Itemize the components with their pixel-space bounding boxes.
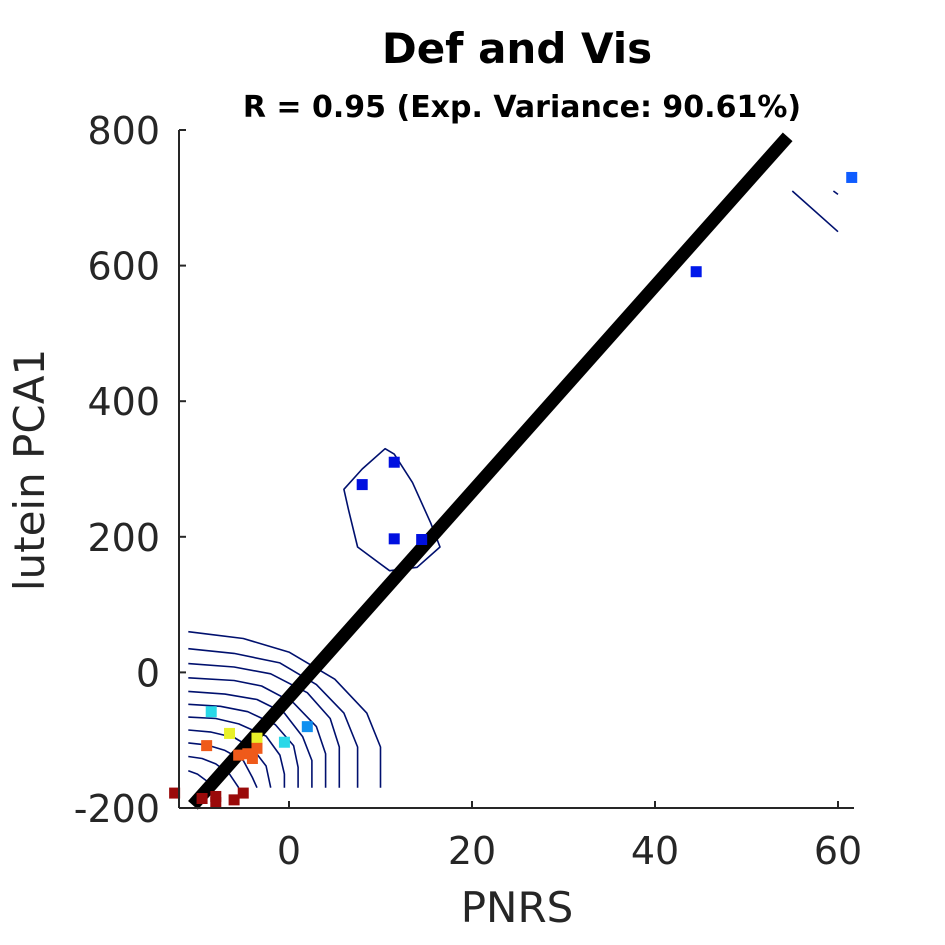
chart-title: Def and Vis: [382, 24, 652, 73]
fit-line-layer: [188, 132, 793, 810]
density-contour-0: [343, 447, 441, 572]
data-point-16: [169, 787, 181, 799]
density-contour-4: [188, 647, 359, 788]
tick-layer: 0 20 40 60 -200 0 200 400 600 800: [74, 109, 862, 873]
data-point-19: [228, 794, 240, 806]
density-contour-5: [188, 662, 341, 788]
data-point-5: [416, 534, 428, 546]
axes: [178, 130, 854, 809]
data-point-1: [690, 266, 702, 278]
data-point-12: [251, 742, 263, 754]
y-tick-label: 800: [87, 109, 160, 153]
data-point-3: [356, 479, 368, 491]
y-tick-label: 0: [136, 651, 160, 695]
data-point-11: [201, 740, 213, 752]
x-tick-label: 20: [448, 829, 496, 873]
x-tick-label: 0: [277, 829, 301, 873]
y-tick-label: 400: [87, 380, 160, 424]
data-point-9: [224, 727, 236, 739]
density-contour-6: [188, 677, 327, 788]
data-point-10: [251, 732, 263, 744]
data-point-18: [237, 787, 249, 799]
data-point-15: [233, 749, 245, 761]
density-contour-1: [791, 190, 839, 233]
data-point-21: [196, 793, 208, 805]
chart-subtitle: R = 0.95 (Exp. Variance: 90.61%): [243, 90, 801, 125]
y-tick-label: 200: [87, 516, 160, 560]
density-contour-2: [832, 190, 839, 196]
x-tick-label: 60: [814, 829, 862, 873]
y-axis-label: lutein PCA1: [5, 349, 54, 591]
x-tick-label: 40: [631, 829, 679, 873]
density-contour-12: [188, 755, 240, 789]
density-contour-9: [188, 716, 286, 788]
data-point-2: [388, 456, 400, 468]
data-point-20: [210, 797, 222, 809]
y-tick-label: 600: [87, 245, 160, 289]
data-point-4: [388, 533, 400, 545]
x-axis-label: PNRS: [461, 883, 574, 932]
density-contour-7: [188, 690, 313, 788]
data-point-0: [846, 171, 858, 183]
regression-line: [188, 132, 793, 810]
data-point-17: [210, 790, 222, 802]
data-point-7: [301, 721, 313, 733]
density-contour-3: [188, 630, 382, 788]
density-contour-8: [188, 703, 299, 788]
data-point-14: [246, 753, 258, 765]
data-point-6: [205, 706, 217, 718]
y-tick-label: -200: [74, 787, 160, 831]
point-layer: [169, 171, 858, 809]
data-point-8: [278, 736, 290, 748]
